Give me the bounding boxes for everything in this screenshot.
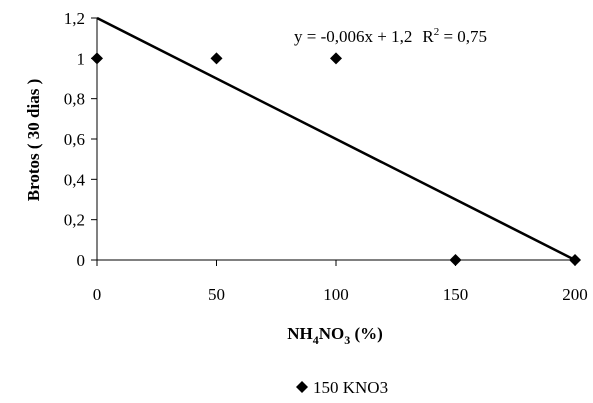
data-point-diamond — [210, 52, 223, 65]
trendline — [96, 16, 576, 262]
x-ticks: 0 50 100 150 200 — [93, 260, 588, 304]
y-tick-label: 0,2 — [64, 211, 85, 230]
y-tick-label: 0,4 — [64, 170, 86, 189]
x-tick-label: 100 — [323, 285, 349, 304]
data-point-diamond — [91, 52, 103, 65]
y-ticks: 0 0,2 0,4 0,6 0,8 1 1,2 — [64, 9, 97, 270]
y-tick-label: 1 — [77, 49, 86, 68]
legend-marker-diamond — [296, 381, 308, 393]
data-point-diamond — [330, 52, 342, 65]
x-tick-label: 150 — [443, 285, 469, 304]
y-tick-label: 0,6 — [64, 130, 85, 149]
x-tick-label: 0 — [93, 285, 102, 304]
data-points — [91, 52, 581, 266]
x-tick-label: 50 — [208, 285, 225, 304]
plot-area: 0 0,2 0,4 0,6 0,8 1 1,2 0 50 100 150 200 y = -0,00… — [64, 9, 588, 304]
data-point-diamond — [449, 254, 462, 266]
legend: 150 KNO3 — [296, 378, 388, 397]
y-axis-title: Brotos ( 30 dias ) — [24, 79, 43, 201]
legend-label: 150 KNO3 — [313, 378, 388, 397]
y-tick-label: 0,8 — [64, 90, 85, 109]
data-point-diamond — [569, 254, 581, 266]
x-axis-title: NH4NO3 (%) — [287, 324, 383, 347]
y-tick-label: 1,2 — [64, 9, 85, 28]
trendline-equation: y = -0,006x + 1,2 R2 = 0,75 — [294, 26, 487, 46]
y-tick-label: 0 — [77, 251, 86, 270]
x-tick-label: 200 — [562, 285, 588, 304]
